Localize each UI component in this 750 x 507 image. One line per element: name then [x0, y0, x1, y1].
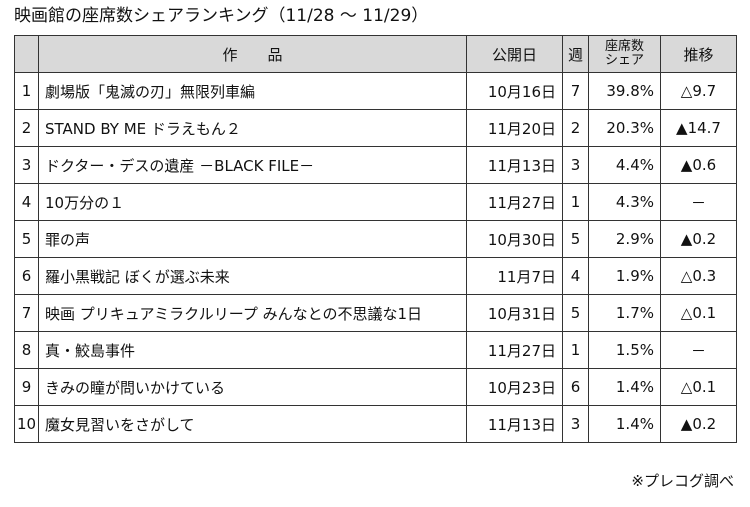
cell-title: 真・鮫島事件: [38, 331, 467, 369]
header-title: 作 品: [38, 35, 467, 73]
cell-rank: 4: [14, 183, 39, 221]
cell-trend: △0.1: [660, 368, 737, 406]
header-trend: 推移: [660, 35, 737, 73]
cell-rank: 5: [14, 220, 39, 258]
cell-release-date: 11月27日: [466, 331, 563, 369]
cell-title: 10万分の１: [38, 183, 467, 221]
cell-week: 3: [562, 405, 589, 443]
header-share: 座席数 シェア: [588, 35, 661, 73]
table-row: 4 10万分の１ 11月27日 1 4.3% －: [14, 183, 737, 221]
table-row: 5 罪の声 10月30日 5 2.9% ▲0.2: [14, 220, 737, 258]
cell-week: 6: [562, 368, 589, 406]
cell-release-date: 10月16日: [466, 72, 563, 110]
cell-release-date: 10月31日: [466, 294, 563, 332]
cell-trend: －: [660, 331, 737, 369]
cell-week: 5: [562, 220, 589, 258]
cell-title: 魔女見習いをさがして: [38, 405, 467, 443]
cell-share: 1.7%: [588, 294, 661, 332]
header-share-line2: シェア: [604, 53, 644, 68]
table-row: 8 真・鮫島事件 11月27日 1 1.5% －: [14, 331, 737, 369]
cell-rank: 9: [14, 368, 39, 406]
header-rank: [14, 35, 39, 73]
ranking-table: 作 品 公開日 週 座席数 シェア 推移 1 劇場版「鬼滅の刃」無限列車編 10月1…: [14, 35, 737, 443]
cell-title: 劇場版「鬼滅の刃」無限列車編: [38, 72, 467, 110]
cell-rank: 1: [14, 72, 39, 110]
header-share-line1: 座席数: [604, 39, 644, 54]
cell-trend: ▲0.6: [660, 146, 737, 184]
table-header-row: 作 品 公開日 週 座席数 シェア 推移: [14, 35, 737, 73]
cell-share: 20.3%: [588, 109, 661, 147]
cell-title: きみの瞳が問いかけている: [38, 368, 467, 406]
cell-release-date: 10月23日: [466, 368, 563, 406]
cell-share: 1.4%: [588, 405, 661, 443]
cell-rank: 7: [14, 294, 39, 332]
cell-trend: △9.7: [660, 72, 737, 110]
cell-week: 1: [562, 331, 589, 369]
cell-release-date: 11月13日: [466, 405, 563, 443]
cell-rank: 8: [14, 331, 39, 369]
cell-release-date: 11月27日: [466, 183, 563, 221]
header-release-date: 公開日: [466, 35, 563, 73]
cell-rank: 3: [14, 146, 39, 184]
table-row: 2 STAND BY ME ドラえもん２ 11月20日 2 20.3% ▲14.7: [14, 109, 737, 147]
cell-title: 罪の声: [38, 220, 467, 258]
table-row: 6 羅小黒戦記 ぼくが選ぶ未来 11月7日 4 1.9% △0.3: [14, 257, 737, 295]
cell-share: 4.3%: [588, 183, 661, 221]
cell-trend: ▲14.7: [660, 109, 737, 147]
cell-release-date: 11月7日: [466, 257, 563, 295]
cell-release-date: 10月30日: [466, 220, 563, 258]
cell-share: 1.4%: [588, 368, 661, 406]
table-row: 3 ドクター・デスの遺産 －BLACK FILE－ 11月13日 3 4.4% ▲0.6: [14, 146, 737, 184]
cell-week: 2: [562, 109, 589, 147]
header-week: 週: [562, 35, 589, 73]
source-note: ※プレコグ調べ: [631, 472, 734, 490]
cell-release-date: 11月20日: [466, 109, 563, 147]
cell-week: 1: [562, 183, 589, 221]
cell-week: 7: [562, 72, 589, 110]
cell-share: 1.5%: [588, 331, 661, 369]
cell-title: 羅小黒戦記 ぼくが選ぶ未来: [38, 257, 467, 295]
cell-share: 39.8%: [588, 72, 661, 110]
table-row: 7 映画 プリキュアミラクルリープ みんなとの不思議な1日 10月31日 5 1.7% △…: [14, 294, 737, 332]
cell-week: 4: [562, 257, 589, 295]
cell-trend: △0.3: [660, 257, 737, 295]
cell-trend: －: [660, 183, 737, 221]
cell-trend: △0.1: [660, 294, 737, 332]
table-row: 9 きみの瞳が問いかけている 10月23日 6 1.4% △0.1: [14, 368, 737, 406]
page-title: 映画館の座席数シェアランキング（11/28 ～ 11/29）: [14, 6, 429, 26]
cell-rank: 2: [14, 109, 39, 147]
cell-share: 4.4%: [588, 146, 661, 184]
cell-trend: ▲0.2: [660, 405, 737, 443]
table-row: 10 魔女見習いをさがして 11月13日 3 1.4% ▲0.2: [14, 405, 737, 443]
cell-title: 映画 プリキュアミラクルリープ みんなとの不思議な1日: [38, 294, 467, 332]
cell-trend: ▲0.2: [660, 220, 737, 258]
cell-share: 2.9%: [588, 220, 661, 258]
cell-share: 1.9%: [588, 257, 661, 295]
cell-week: 3: [562, 146, 589, 184]
table-row: 1 劇場版「鬼滅の刃」無限列車編 10月16日 7 39.8% △9.7: [14, 72, 737, 110]
cell-title: STAND BY ME ドラえもん２: [38, 109, 467, 147]
cell-rank: 10: [14, 405, 39, 443]
cell-release-date: 11月13日: [466, 146, 563, 184]
cell-week: 5: [562, 294, 589, 332]
cell-title: ドクター・デスの遺産 －BLACK FILE－: [38, 146, 467, 184]
cell-rank: 6: [14, 257, 39, 295]
